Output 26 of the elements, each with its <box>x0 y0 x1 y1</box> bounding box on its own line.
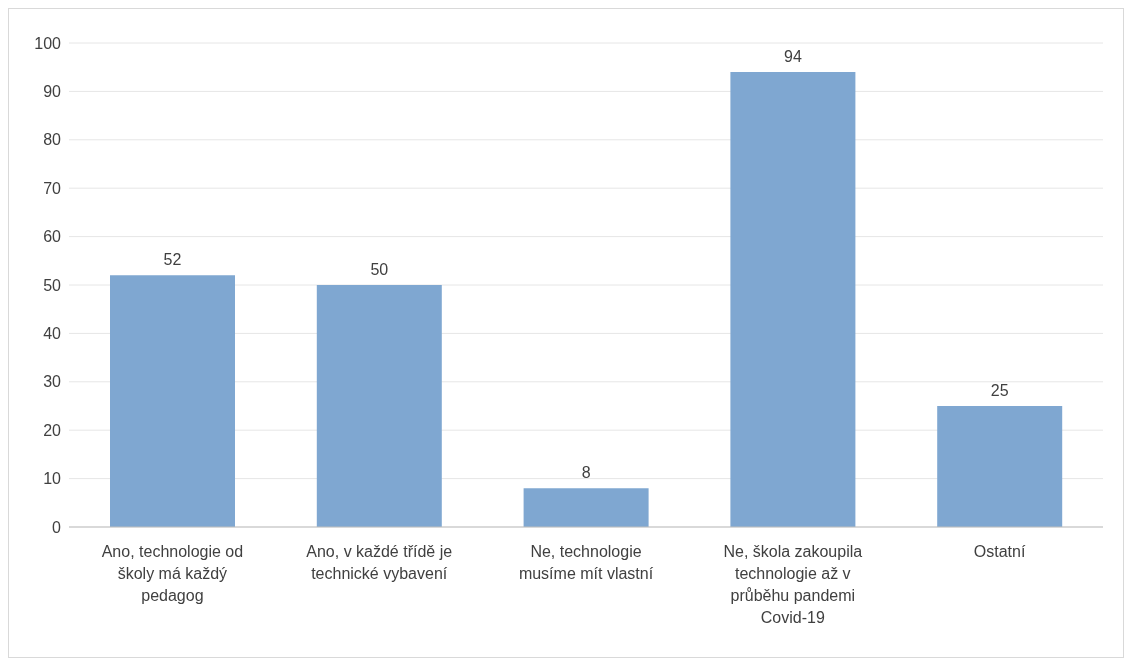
y-tick-label: 20 <box>43 421 62 439</box>
bar <box>730 72 856 527</box>
data-label: 94 <box>784 48 802 66</box>
y-tick-label: 30 <box>43 373 62 391</box>
bar <box>523 488 649 527</box>
y-tick-label: 100 <box>34 34 62 52</box>
bar <box>316 285 442 527</box>
data-label: 25 <box>990 382 1009 399</box>
y-tick-label: 90 <box>43 83 62 101</box>
x-tick-label: Ostatní <box>973 543 1026 560</box>
x-tick-label: Ne, škola zakoupila technologie až v průběhu pandemi Covid-19 <box>723 543 863 626</box>
x-tick-label: Ano, v každé třídě je technické vybavení <box>306 543 453 582</box>
y-tick-label: 70 <box>43 179 62 197</box>
y-tick-label: 60 <box>43 228 62 246</box>
y-tick-label: 0 <box>52 518 62 536</box>
y-tick-label: 40 <box>43 325 62 343</box>
x-tick-label: Ne, technologie musíme mít vlastní <box>518 543 654 582</box>
bar <box>937 406 1063 527</box>
data-label: 50 <box>370 261 389 278</box>
x-tick-label: Ano, technologie od školy má každý pedagog <box>101 543 244 604</box>
y-tick-label: 50 <box>43 276 62 294</box>
y-tick-label: 10 <box>43 470 62 488</box>
bar <box>110 275 235 527</box>
data-label: 52 <box>163 251 182 269</box>
y-tick-label: 80 <box>43 131 62 149</box>
data-label: 8 <box>581 464 591 482</box>
